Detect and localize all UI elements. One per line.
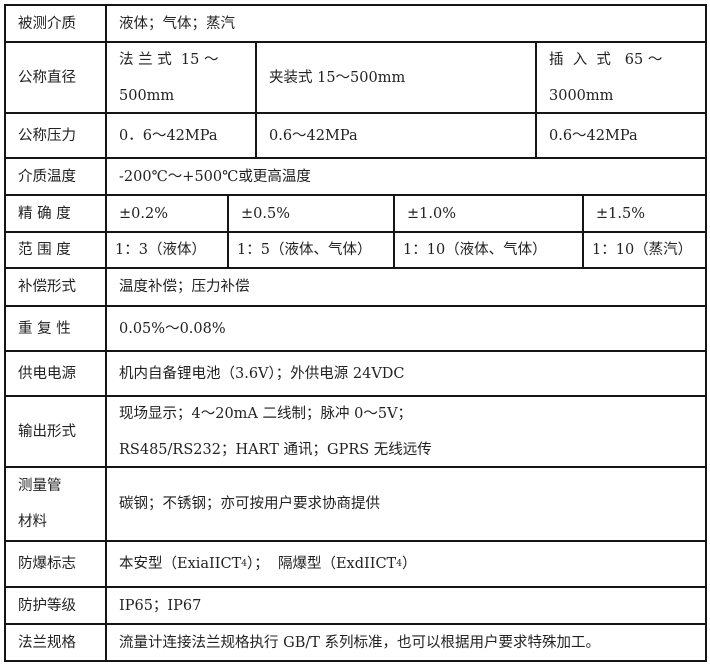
flange-line2: 500mm	[119, 87, 175, 104]
label-temperature: 介质温度	[4, 157, 107, 196]
label-compensation: 补偿形式	[4, 267, 107, 307]
value-power: 机内自备锂电池（3.6V）；外供电源 24VDC	[105, 350, 707, 397]
label-diameter: 公称直径	[4, 41, 107, 114]
value-pressure-1: 0．6～42MPa	[105, 112, 257, 159]
value-compensation: 温度补偿；压力补偿	[105, 267, 707, 307]
material-label-line2: 材料	[18, 514, 47, 530]
label-explosion: 防爆标志	[4, 540, 107, 588]
explosion-part3: ）	[401, 556, 417, 572]
label-protection: 防护等级	[4, 586, 107, 625]
output-line1: 现场显示；4～20mA 二线制；脉冲 0～5V；	[119, 405, 413, 422]
value-output: 现场显示；4～20mA 二线制；脉冲 0～5V； RS485/RS232；HAR…	[105, 395, 707, 468]
insert-line2: 3000mm	[549, 87, 614, 104]
explosion-part2: ）； 隔爆型（ExdIICT	[247, 556, 397, 572]
explosion-part1: 本安型（ExiaIICT	[119, 556, 242, 572]
value-material: 碳钢；不锈钢；亦可按用户要求协商提供	[105, 466, 707, 542]
label-output: 输出形式	[4, 395, 107, 468]
value-diameter-clamp: 夹装式 15～500mm	[255, 41, 537, 114]
label-flange: 法兰规格	[4, 623, 107, 662]
label-power: 供电电源	[4, 350, 107, 397]
value-range-2: 1：5（液体、气体）	[227, 231, 395, 269]
value-accuracy-4: ±1.5%	[582, 194, 707, 233]
label-medium: 被测介质	[4, 4, 107, 43]
value-repeatability: 0.05%～0.08%	[105, 305, 707, 352]
label-repeatability: 重 复 性	[4, 305, 107, 352]
value-medium: 液体；气体；蒸汽	[105, 4, 707, 43]
value-explosion: 本安型（ExiaIICT 4）； 隔爆型（ExdIICT 4）	[105, 540, 707, 588]
value-accuracy-1: ±0.2%	[105, 194, 229, 233]
label-range: 范 围 度	[4, 231, 107, 269]
material-label-line1: 测量管	[18, 478, 62, 494]
value-diameter-insert: 插 入 式 65 ～ 3000mm	[535, 41, 707, 114]
value-range-1: 1：3（液体）	[105, 231, 229, 269]
value-pressure-3: 0.6～42MPa	[535, 112, 707, 159]
value-protection: IP65；IP67	[105, 586, 707, 625]
label-pressure: 公称压力	[4, 112, 107, 159]
label-material: 测量管 材料	[4, 466, 107, 542]
value-diameter-flange: 法 兰 式 15 ～ 500mm	[105, 41, 257, 114]
value-range-3: 1：10（液体、气体）	[393, 231, 584, 269]
value-temperature: -200℃～+500℃或更高温度	[105, 157, 707, 196]
value-accuracy-2: ±0.5%	[227, 194, 395, 233]
value-range-4: 1：10（蒸汽）	[582, 231, 707, 269]
flange-line1: 法 兰 式 15 ～	[119, 51, 219, 68]
output-line2: RS485/RS232；HART 通讯；GPRS 无线远传	[119, 441, 432, 458]
label-accuracy: 精 确 度	[4, 194, 107, 233]
value-pressure-2: 0.6～42MPa	[255, 112, 537, 159]
value-flange: 流量计连接法兰规格执行 GB/T 系列标准，也可以根据用户要求特殊加工。	[105, 623, 707, 662]
insert-line1: 插 入 式 65 ～	[549, 51, 663, 68]
value-accuracy-3: ±1.0%	[393, 194, 584, 233]
